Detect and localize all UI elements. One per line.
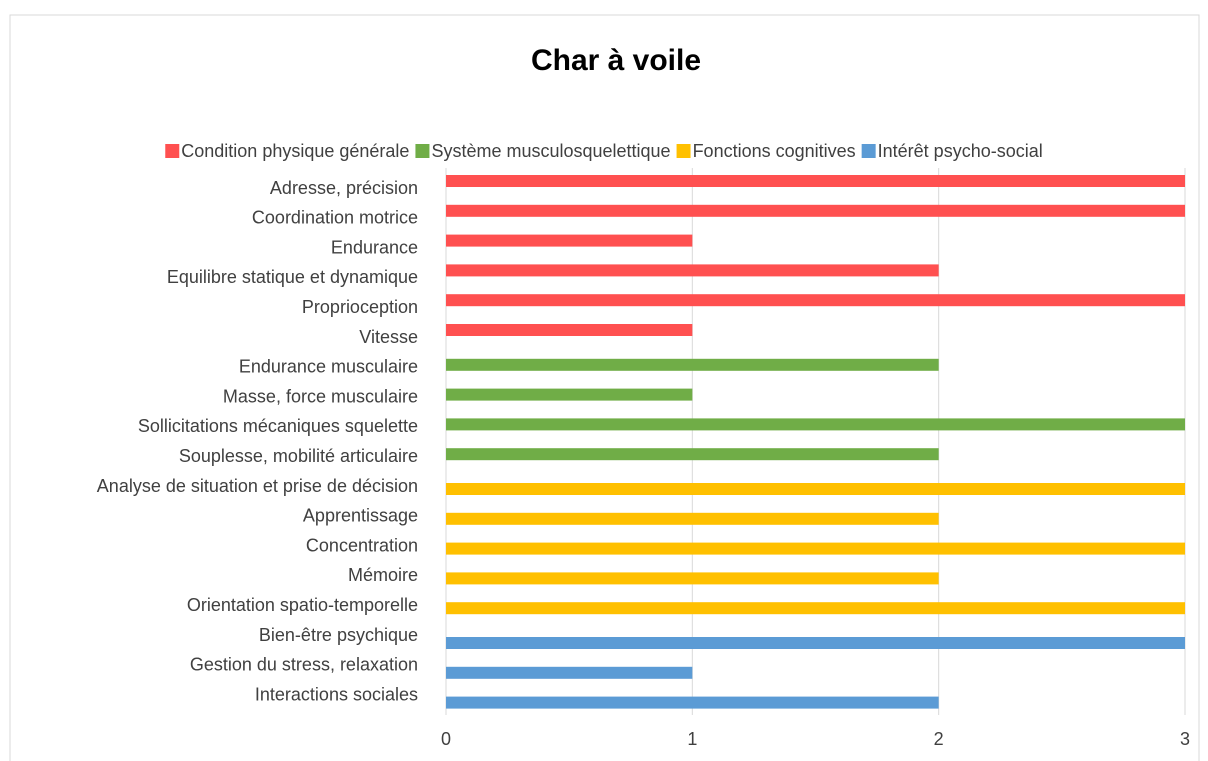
bar bbox=[446, 448, 939, 461]
bar bbox=[446, 696, 939, 709]
y-tick-label: Masse, force musculaire bbox=[223, 386, 418, 406]
bar bbox=[446, 542, 1185, 555]
y-tick-label: Endurance bbox=[331, 237, 418, 257]
bar bbox=[446, 294, 1185, 307]
chart-title: Char à voile bbox=[531, 44, 701, 77]
bar bbox=[446, 234, 693, 247]
legend-swatch bbox=[676, 144, 691, 158]
y-tick-label: Gestion du stress, relaxation bbox=[190, 655, 418, 675]
bar bbox=[446, 388, 693, 401]
legend-swatch bbox=[165, 144, 180, 158]
bar bbox=[446, 602, 1185, 615]
y-tick-label: Concentration bbox=[306, 535, 418, 555]
y-tick-label: Endurance musculaire bbox=[239, 357, 418, 377]
y-tick-label: Equilibre statique et dynamique bbox=[167, 267, 418, 287]
y-tick-label: Interactions sociales bbox=[255, 684, 418, 704]
bar bbox=[446, 512, 939, 525]
legend-label: Fonctions cognitives bbox=[693, 141, 856, 161]
bar bbox=[446, 666, 693, 679]
x-tick-label: 2 bbox=[934, 729, 944, 749]
y-tick-label: Orientation spatio-temporelle bbox=[187, 595, 418, 615]
x-tick-label: 3 bbox=[1180, 729, 1190, 749]
legend-swatch bbox=[415, 144, 430, 158]
bar bbox=[446, 483, 1185, 495]
y-tick-label: Adresse, précision bbox=[270, 178, 418, 198]
x-tick-label: 0 bbox=[441, 729, 451, 749]
y-tick-label: Mémoire bbox=[348, 565, 418, 585]
y-tick-label: Bien-être psychique bbox=[259, 625, 418, 645]
legend-swatch bbox=[861, 144, 876, 158]
bar bbox=[446, 204, 1185, 217]
y-tick-label: Coordination motrice bbox=[252, 208, 418, 228]
legend-label: Condition physique générale bbox=[181, 141, 409, 161]
bar bbox=[446, 637, 1185, 649]
y-tick-label: Sollicitations mécaniques squelette bbox=[138, 416, 418, 436]
y-tick-label: Vitesse bbox=[359, 327, 418, 347]
bar bbox=[446, 358, 939, 371]
y-tick-label: Proprioception bbox=[302, 297, 418, 317]
y-tick-label: Apprentissage bbox=[303, 506, 418, 526]
legend-label: Intérêt psycho-social bbox=[878, 141, 1043, 161]
legend-label: Système musculosquelettique bbox=[431, 141, 670, 161]
y-tick-label: Souplesse, mobilité articulaire bbox=[179, 446, 418, 466]
bar bbox=[446, 572, 939, 585]
y-tick-label: Analyse de situation et prise de décisio… bbox=[97, 476, 418, 496]
legend: Condition physique générale Système muscu… bbox=[165, 141, 1043, 161]
chart-frame bbox=[9, 14, 1200, 761]
bar bbox=[446, 175, 1185, 187]
bar bbox=[446, 324, 693, 336]
bar bbox=[446, 264, 939, 277]
x-tick-label: 1 bbox=[687, 729, 697, 749]
bar bbox=[446, 418, 1185, 431]
